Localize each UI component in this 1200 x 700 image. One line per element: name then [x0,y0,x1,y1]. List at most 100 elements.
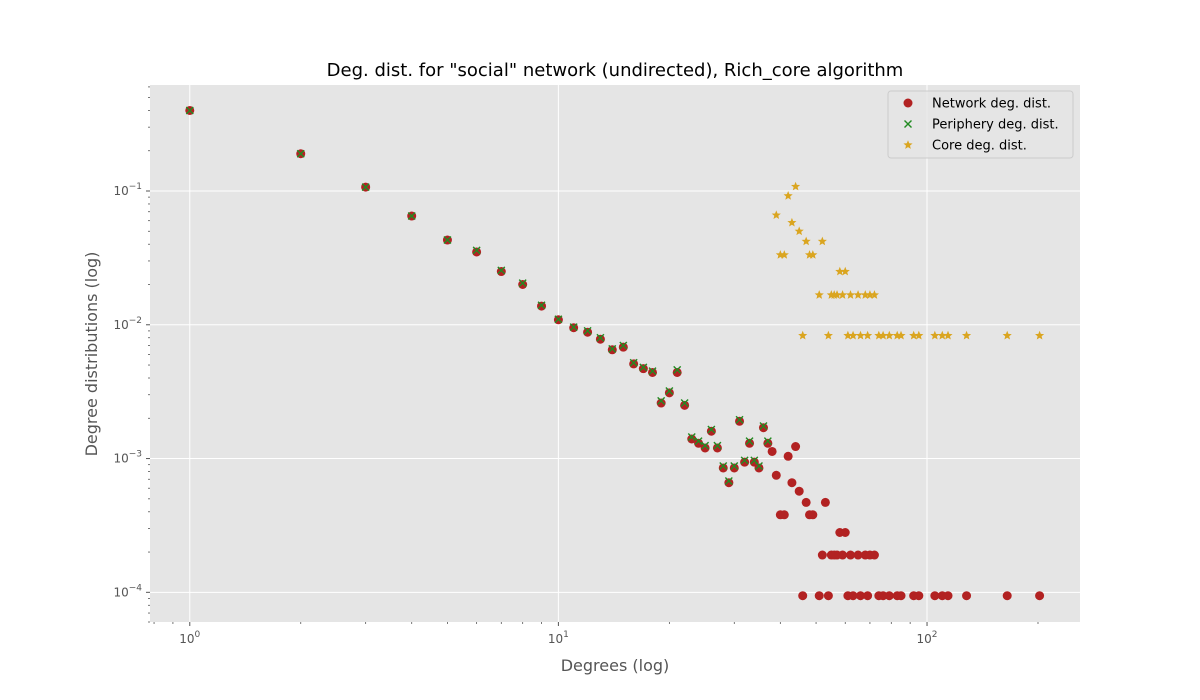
legend-label: Periphery deg. dist. [932,118,1059,133]
legend-marker [903,98,913,108]
network-point [735,416,745,426]
network-point [758,423,768,433]
y-tick-label: 10−2 [113,316,142,332]
periphery-point [687,432,696,441]
network-point [845,550,855,560]
network-point [1035,591,1045,601]
periphery-point [719,461,728,470]
core-point [787,217,797,227]
periphery-point [750,456,759,465]
periphery-point [754,461,763,470]
network-point [820,497,830,507]
core-point [863,330,873,340]
network-point [787,478,797,488]
core-point [865,290,875,299]
periphery-point [730,461,739,470]
network-point [884,591,894,601]
plot-area [150,85,1080,622]
core-point [896,330,906,340]
periphery-point [518,279,527,288]
core-point [832,290,842,299]
core-point [835,266,845,276]
core-point [961,330,972,340]
network-point [724,478,734,488]
x-tick-label: 101 [548,630,569,646]
network-point [823,591,833,601]
network-point [648,367,658,377]
network-point [853,550,863,560]
series-2 [185,106,772,485]
network-point [618,342,628,352]
periphery-point [665,386,674,395]
legend-box [887,90,1074,159]
legend-marker [903,140,913,149]
core-point [775,250,785,259]
core-point [779,250,789,259]
network-point [680,400,690,410]
core-point [874,330,884,340]
core-point [837,290,848,299]
network-point [518,280,528,290]
network-point [712,443,722,453]
network-point [763,438,773,448]
periphery-point [583,326,592,335]
periphery-point [596,333,605,342]
core-point [937,330,947,340]
core-point [848,330,858,340]
periphery-point [759,422,768,431]
network-point [869,550,879,560]
periphery-point [694,437,703,446]
core-point [884,330,894,340]
core-point [794,226,804,236]
periphery-point [648,367,657,376]
periphery-point [407,212,416,221]
periphery-point [185,106,194,115]
core-point [930,330,940,340]
network-point [779,510,789,520]
core-point [909,330,919,340]
core-point [1002,330,1012,340]
network-point [687,434,697,444]
periphery-point [763,437,772,446]
core-point [878,330,888,340]
y-tick-labels: 10−4 10−3 10−2 10−1 [113,182,142,599]
periphery-point [619,341,628,350]
network-point [863,591,873,601]
series-3 [771,181,1045,340]
periphery-point [296,149,305,158]
core-point [840,266,850,276]
network-point [840,528,850,538]
legend-network: Network deg. dist. [903,97,1051,112]
minor-ticks [146,86,1039,626]
periphery-point [443,236,452,245]
x-axis-label: Degrees (log) [561,656,670,675]
periphery-point [657,396,666,405]
network-point [838,550,848,560]
core-point [808,250,818,259]
network-point [896,591,906,601]
y-tick-label: 10−4 [113,583,142,599]
network-point [1002,591,1012,601]
periphery-point [608,344,617,353]
network-point [638,364,648,374]
periphery-point [745,437,754,446]
core-point [798,330,808,340]
network-point [943,591,953,601]
periphery-point [569,323,578,332]
core-point [853,290,863,299]
network-point [962,591,972,601]
network-point [791,442,801,452]
core-point [1035,330,1045,340]
periphery-point [713,441,722,450]
network-point [718,463,728,473]
periphery-point [701,441,710,450]
network-point [801,497,811,507]
network-point [814,591,824,601]
x-tick-label: 100 [179,630,200,646]
network-point [794,486,804,496]
network-point [583,327,593,337]
network-point [848,591,858,601]
periphery-point [537,301,546,310]
network-point [729,463,739,473]
